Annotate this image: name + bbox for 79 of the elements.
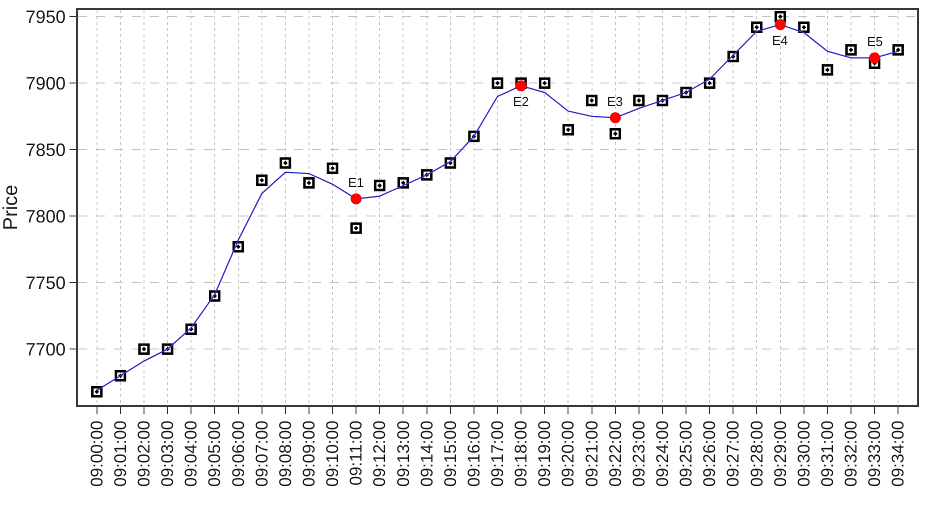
annotation: E2 bbox=[513, 94, 529, 109]
point bbox=[444, 157, 456, 169]
x-tick-label: 09:08:00 bbox=[276, 420, 295, 487]
x-tick-label: 09:09:00 bbox=[299, 420, 318, 487]
x-tick-label: 09:27:00 bbox=[724, 420, 743, 487]
point bbox=[610, 128, 622, 140]
x-tick-label: 09:24:00 bbox=[652, 420, 672, 487]
x-tick-label: 09:17:00 bbox=[488, 420, 508, 487]
x-tick-label: 09:05:00 bbox=[205, 420, 224, 487]
point bbox=[326, 162, 338, 174]
point bbox=[562, 124, 574, 136]
point bbox=[633, 94, 645, 106]
y-tick-label: 7850 bbox=[26, 140, 66, 160]
y-axis-title: Price bbox=[0, 184, 22, 230]
x-tick-label: 09:04:00 bbox=[182, 420, 201, 487]
point bbox=[232, 240, 244, 252]
point bbox=[185, 323, 197, 335]
point bbox=[374, 180, 386, 192]
annotation: E4 bbox=[772, 33, 788, 48]
y-tick-label: 7900 bbox=[26, 73, 66, 94]
x-tick-label: 09:01:00 bbox=[110, 420, 130, 487]
x-tick-label: 09:34:00 bbox=[888, 420, 908, 487]
point bbox=[91, 386, 103, 398]
point bbox=[492, 77, 504, 89]
x-tick-label: 09:22:00 bbox=[606, 420, 625, 487]
y-tick-label: 7700 bbox=[26, 339, 66, 360]
x-tick-label: 09:31:00 bbox=[818, 420, 837, 487]
x-tick-label: 09:06:00 bbox=[228, 420, 248, 487]
y-tick-label: 7800 bbox=[26, 206, 66, 226]
point bbox=[350, 222, 362, 234]
y-tick-label: 7750 bbox=[26, 272, 66, 293]
x-tick-label: 09:07:00 bbox=[252, 420, 272, 487]
x-tick-label: 09:18:00 bbox=[512, 420, 531, 487]
point bbox=[727, 50, 739, 62]
x-tick-label: 09:19:00 bbox=[535, 420, 554, 487]
x-tick-label: 09:29:00 bbox=[770, 420, 790, 487]
x-tick-label: 09:26:00 bbox=[700, 420, 720, 487]
point bbox=[516, 80, 527, 92]
point bbox=[397, 177, 409, 189]
annotation: E3 bbox=[607, 94, 623, 109]
point bbox=[822, 64, 834, 76]
annotation: E1 bbox=[348, 175, 364, 190]
x-tick-label: 09:02:00 bbox=[134, 420, 154, 487]
x-tick-label: 09:13:00 bbox=[394, 420, 413, 487]
point bbox=[892, 44, 904, 56]
point bbox=[138, 343, 150, 355]
x-tick-label: 09:15:00 bbox=[440, 420, 460, 487]
point bbox=[774, 10, 786, 22]
x-tick-label: 09:20:00 bbox=[558, 420, 578, 487]
x-tick-label: 09:00:00 bbox=[87, 420, 106, 487]
point bbox=[208, 290, 220, 302]
x-tick-label: 09:16:00 bbox=[464, 420, 484, 487]
x-tick-label: 09:21:00 bbox=[582, 420, 602, 487]
point bbox=[750, 22, 762, 34]
annotation: E5 bbox=[867, 34, 883, 49]
x-tick-label: 09:25:00 bbox=[676, 420, 696, 487]
x-tick-label: 09:30:00 bbox=[794, 420, 814, 487]
point bbox=[610, 112, 621, 124]
x-tick-label: 09:28:00 bbox=[747, 420, 766, 487]
point bbox=[538, 77, 550, 89]
point bbox=[774, 19, 786, 30]
point bbox=[350, 193, 362, 204]
x-tick-label: 09:23:00 bbox=[629, 420, 648, 487]
point bbox=[303, 177, 315, 189]
y-tick-label: 7950 bbox=[26, 6, 66, 27]
point bbox=[586, 94, 598, 106]
point bbox=[869, 52, 880, 64]
x-tick-label: 09:11:00 bbox=[346, 420, 366, 486]
x-tick-label: 09:32:00 bbox=[842, 420, 861, 487]
x-tick-label: 09:03:00 bbox=[158, 420, 178, 487]
point bbox=[868, 57, 880, 69]
x-tick-label: 09:33:00 bbox=[865, 420, 884, 487]
point bbox=[704, 77, 716, 89]
point bbox=[845, 44, 857, 56]
x-tick-label: 09:12:00 bbox=[370, 420, 390, 487]
point bbox=[280, 157, 292, 169]
x-tick-label: 09:10:00 bbox=[323, 420, 342, 487]
point bbox=[256, 174, 268, 186]
x-tick-label: 09:14:00 bbox=[417, 420, 436, 487]
